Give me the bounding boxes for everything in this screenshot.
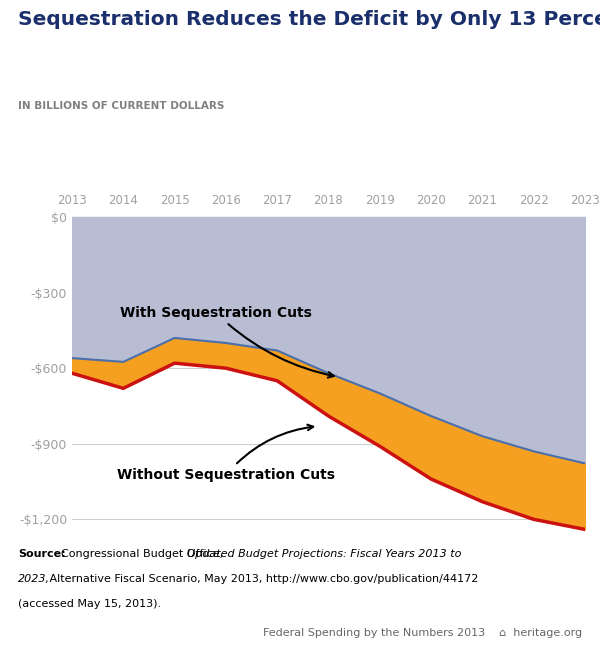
Text: 2016: 2016 bbox=[211, 194, 241, 207]
Text: 2017: 2017 bbox=[262, 194, 292, 207]
Text: 2019: 2019 bbox=[365, 194, 395, 207]
Text: 2015: 2015 bbox=[160, 194, 190, 207]
Text: 2023: 2023 bbox=[570, 194, 600, 207]
Text: 2014: 2014 bbox=[109, 194, 138, 207]
Text: Updated Budget Projections: Fiscal Years 2013 to: Updated Budget Projections: Fiscal Years… bbox=[187, 549, 461, 559]
Text: Sequestration Reduces the Deficit by Only 13 Percent: Sequestration Reduces the Deficit by Onl… bbox=[18, 10, 600, 29]
Text: IN BILLIONS OF CURRENT DOLLARS: IN BILLIONS OF CURRENT DOLLARS bbox=[18, 101, 224, 111]
Text: Federal Spending by the Numbers 2013    ⌂  heritage.org: Federal Spending by the Numbers 2013 ⌂ h… bbox=[263, 629, 582, 638]
Text: Congressional Budget Office,: Congressional Budget Office, bbox=[61, 549, 227, 559]
Text: 2020: 2020 bbox=[416, 194, 446, 207]
Text: 2018: 2018 bbox=[314, 194, 343, 207]
Text: Without Sequestration Cuts: Without Sequestration Cuts bbox=[117, 424, 335, 482]
Text: 2023,: 2023, bbox=[18, 574, 50, 584]
Text: Source:: Source: bbox=[18, 549, 65, 559]
Text: 2013: 2013 bbox=[57, 194, 87, 207]
Text: Alternative Fiscal Scenario, May 2013, http://www.cbo.gov/publication/44172: Alternative Fiscal Scenario, May 2013, h… bbox=[46, 574, 479, 584]
Text: (accessed May 15, 2013).: (accessed May 15, 2013). bbox=[18, 599, 161, 608]
Text: 2021: 2021 bbox=[467, 194, 497, 207]
Text: With Sequestration Cuts: With Sequestration Cuts bbox=[120, 306, 334, 378]
Text: 2022: 2022 bbox=[519, 194, 548, 207]
